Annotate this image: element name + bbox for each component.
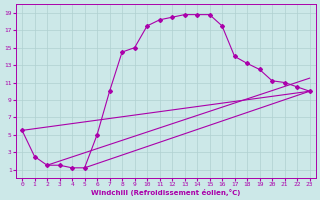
X-axis label: Windchill (Refroidissement éolien,°C): Windchill (Refroidissement éolien,°C): [91, 189, 241, 196]
